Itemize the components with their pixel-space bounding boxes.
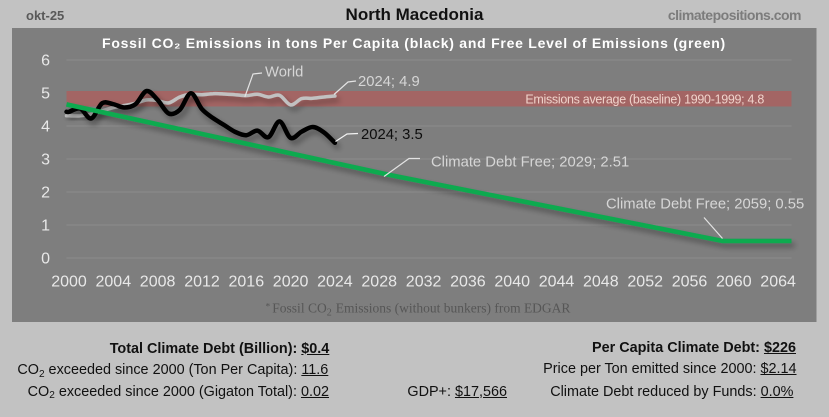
svg-text:2024; 3.5: 2024; 3.5 — [361, 127, 423, 143]
svg-text:2032: 2032 — [406, 274, 442, 291]
svg-text:Climate Debt Free; 2029; 2.51: Climate Debt Free; 2029; 2.51 — [431, 155, 629, 171]
svg-text:2044: 2044 — [539, 274, 575, 291]
svg-text:2: 2 — [41, 185, 50, 202]
svg-text:1: 1 — [41, 218, 50, 235]
svg-text:2036: 2036 — [450, 274, 486, 291]
svg-text:2016: 2016 — [229, 274, 265, 291]
svg-text:2004: 2004 — [96, 274, 132, 291]
svg-text:Fossil CO₂ Emissions in tons P: Fossil CO₂ Emissions in tons Per Capita … — [102, 35, 726, 51]
svg-text:2024: 2024 — [317, 274, 353, 291]
svg-text:4: 4 — [41, 119, 50, 136]
svg-text:World: World — [265, 65, 303, 81]
svg-text:2020: 2020 — [273, 274, 309, 291]
svg-text:Emissions average (baseline) 1: Emissions average (baseline) 1990-1999; … — [525, 92, 764, 106]
svg-text:5: 5 — [41, 86, 50, 103]
svg-text:2012: 2012 — [184, 274, 220, 291]
svg-text:2048: 2048 — [583, 274, 619, 291]
svg-text:2056: 2056 — [672, 274, 708, 291]
svg-text:2024; 4.9: 2024; 4.9 — [358, 74, 420, 90]
svg-text:2000: 2000 — [51, 274, 87, 291]
svg-text:2040: 2040 — [494, 274, 530, 291]
svg-text:3: 3 — [41, 152, 50, 169]
svg-text:0: 0 — [41, 251, 50, 268]
svg-text:2008: 2008 — [140, 274, 176, 291]
svg-text:2028: 2028 — [361, 274, 397, 291]
svg-text:2060: 2060 — [716, 274, 752, 291]
svg-text:Climate Debt Free; 2059; 0.55: Climate Debt Free; 2059; 0.55 — [606, 197, 804, 213]
svg-text:2052: 2052 — [627, 274, 663, 291]
svg-text:2064: 2064 — [760, 274, 796, 291]
svg-text:6: 6 — [41, 53, 50, 70]
